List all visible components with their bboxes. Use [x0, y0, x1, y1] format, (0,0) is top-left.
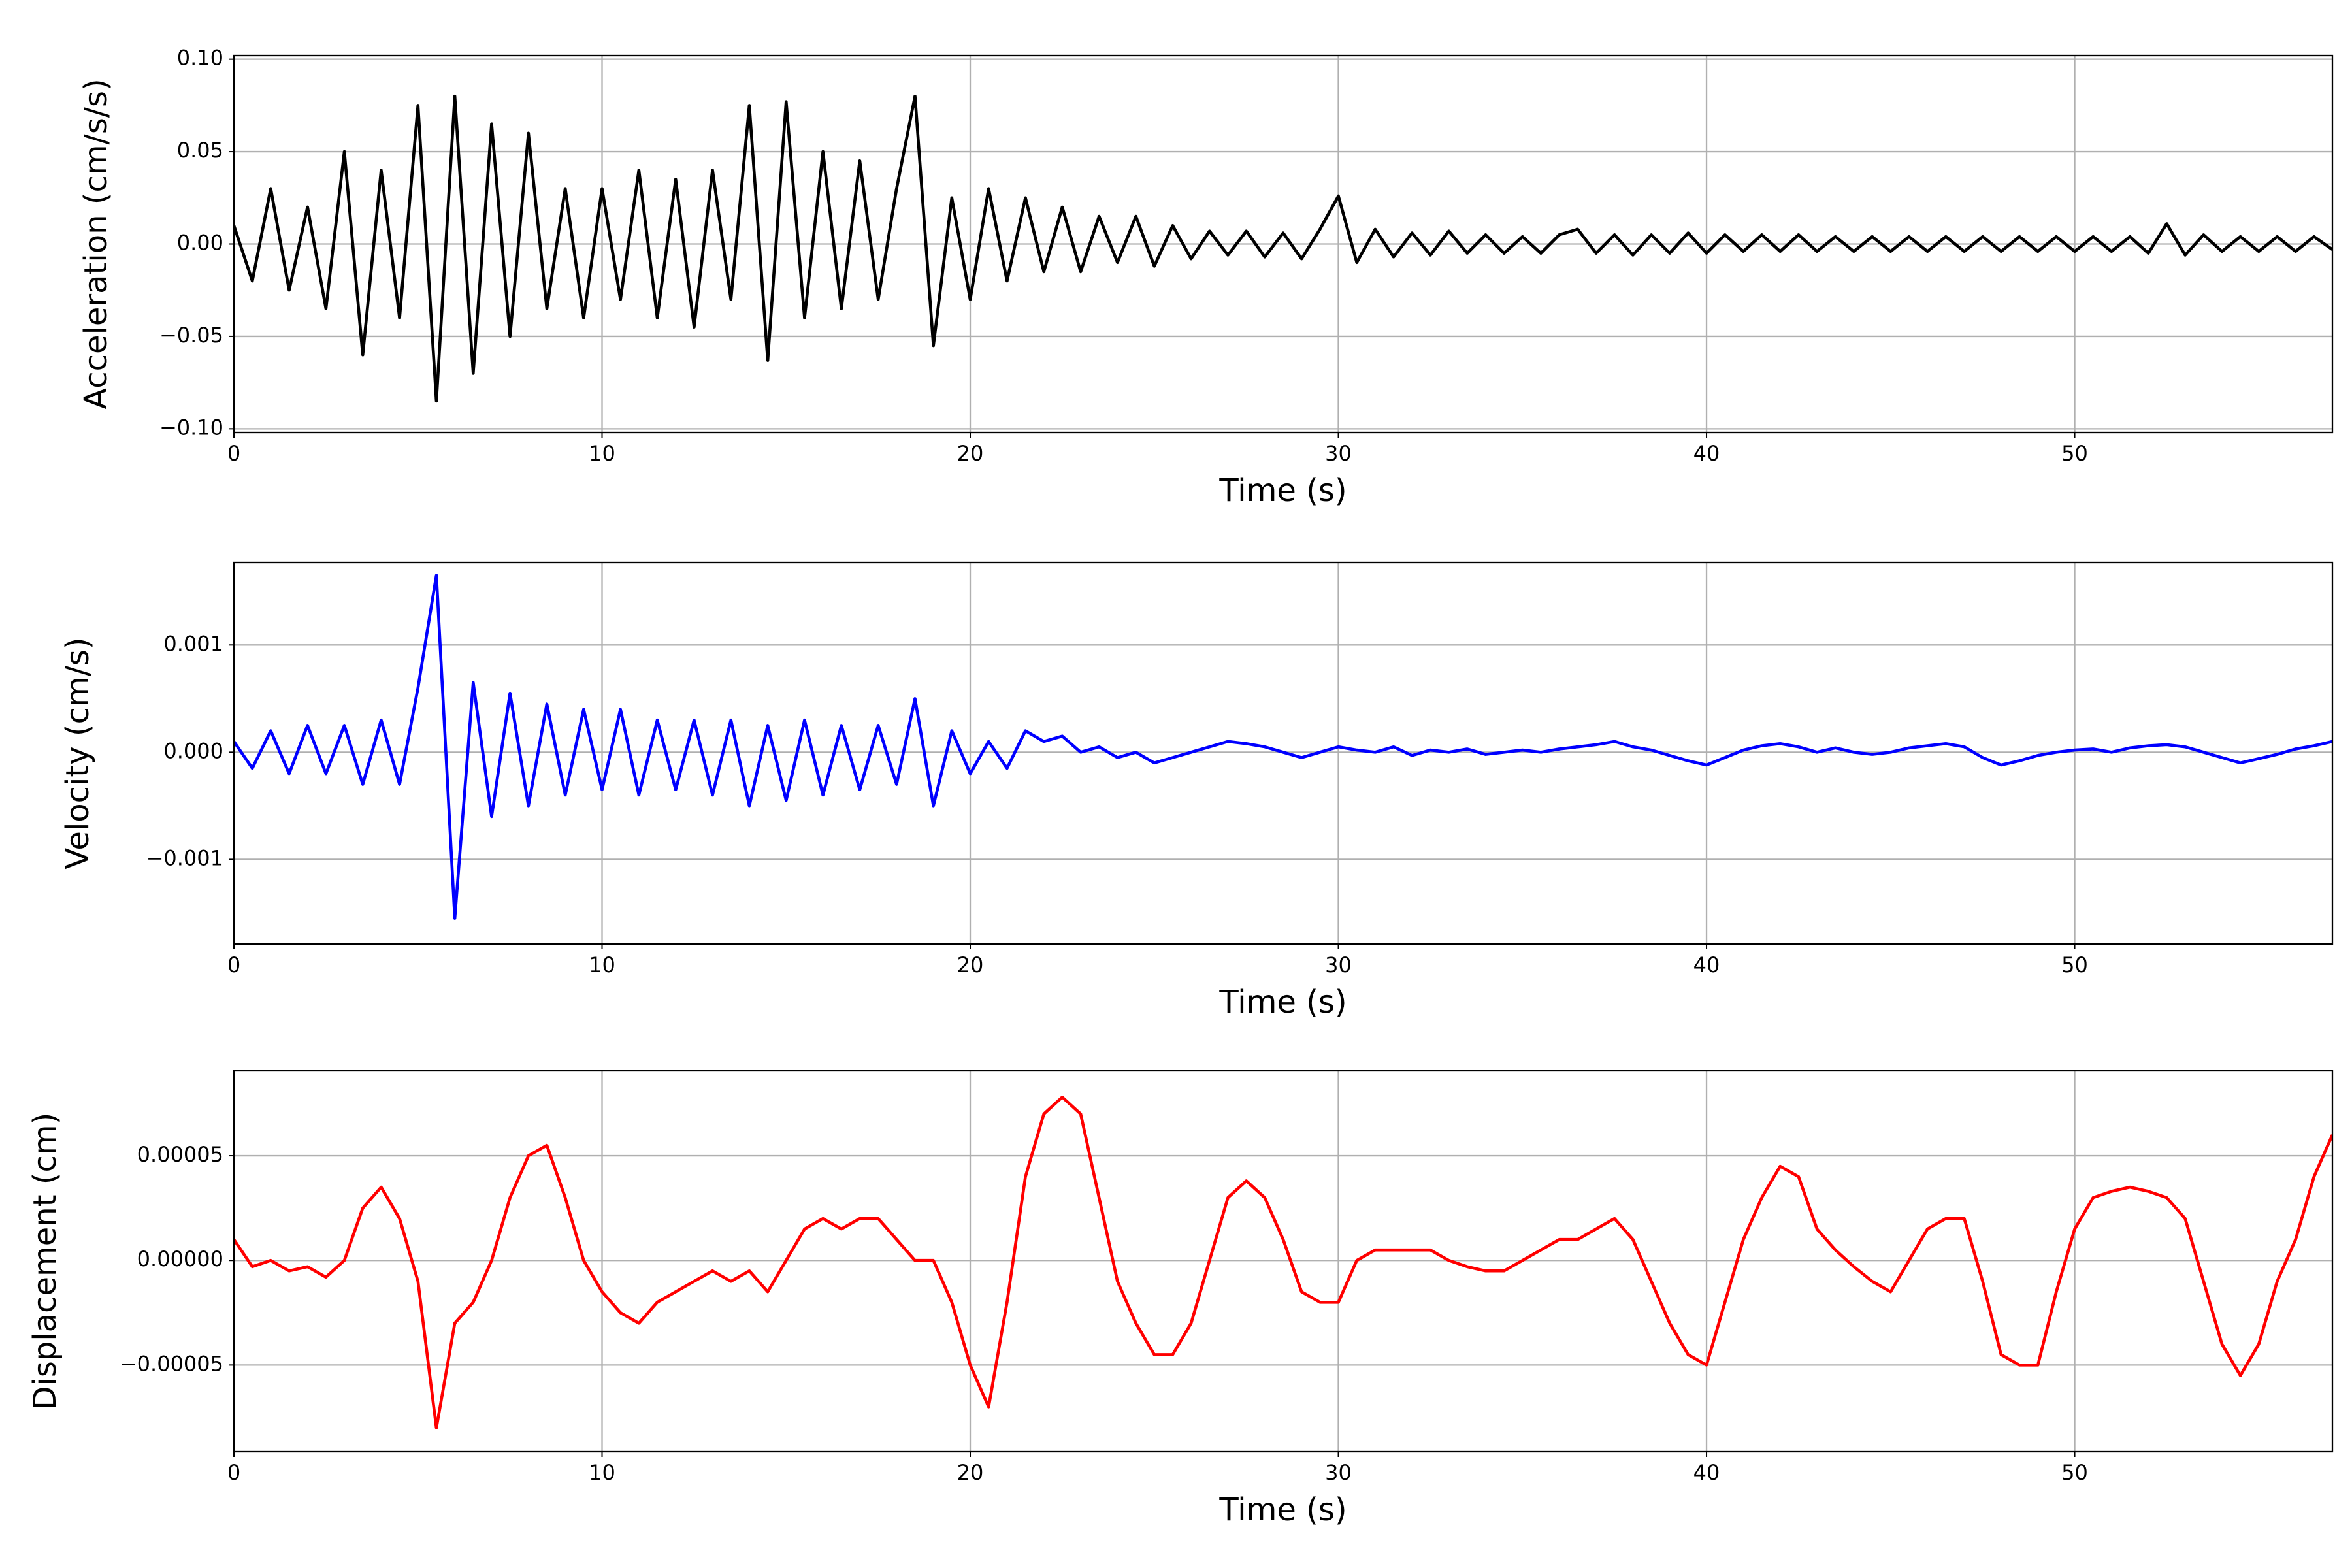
- y-tick-label: 0.001: [163, 631, 223, 656]
- x-tick-label: 20: [957, 441, 984, 466]
- y-tick-label: 0.00000: [137, 1247, 223, 1271]
- x-tick-label: 40: [1693, 953, 1720, 977]
- x-tick-label: 50: [2061, 1460, 2088, 1485]
- series-line: [234, 1096, 2332, 1429]
- x-tick-label: 10: [589, 1460, 615, 1485]
- y-tick-label: 0.000: [163, 738, 223, 763]
- x-tick-label: 30: [1325, 441, 1352, 466]
- x-tick-label: 20: [957, 953, 984, 977]
- x-tick-label: 50: [2061, 953, 2088, 977]
- x-axis-label: Time (s): [1218, 984, 1347, 1021]
- x-tick-label: 40: [1693, 441, 1720, 466]
- x-tick-label: 0: [227, 441, 240, 466]
- y-tick-label: −0.05: [159, 323, 223, 348]
- x-axis-label: Time (s): [1218, 1492, 1347, 1528]
- x-tick-label: 0: [227, 953, 240, 977]
- x-tick-label: 50: [2061, 441, 2088, 466]
- x-tick-label: 30: [1325, 1460, 1352, 1485]
- series-line: [234, 574, 2332, 920]
- y-tick-label: −0.00005: [120, 1351, 223, 1376]
- y-tick-label: 0.10: [177, 46, 223, 71]
- y-tick-label: −0.001: [146, 845, 223, 870]
- x-tick-label: 10: [589, 953, 615, 977]
- y-tick-label: 0.05: [177, 138, 223, 163]
- y-axis-label: Acceleration (cm/s/s): [78, 78, 114, 409]
- x-tick-label: 40: [1693, 1460, 1720, 1485]
- axes-frame: [233, 561, 2334, 945]
- y-tick-label: −0.10: [159, 415, 223, 440]
- x-tick-label: 0: [227, 1460, 240, 1485]
- x-tick-label: 10: [589, 441, 615, 466]
- axes-frame: [233, 1070, 2334, 1453]
- x-tick-label: 30: [1325, 953, 1352, 977]
- y-tick-label: 0.00005: [137, 1142, 223, 1167]
- axes-frame: [233, 54, 2334, 434]
- y-axis-label: Velocity (cm/s): [59, 637, 96, 869]
- x-tick-label: 20: [957, 1460, 984, 1485]
- series-line: [234, 94, 2332, 403]
- x-axis-label: Time (s): [1218, 472, 1347, 509]
- y-axis-label: Displacement (cm): [27, 1113, 63, 1411]
- y-tick-label: 0.00: [177, 231, 223, 255]
